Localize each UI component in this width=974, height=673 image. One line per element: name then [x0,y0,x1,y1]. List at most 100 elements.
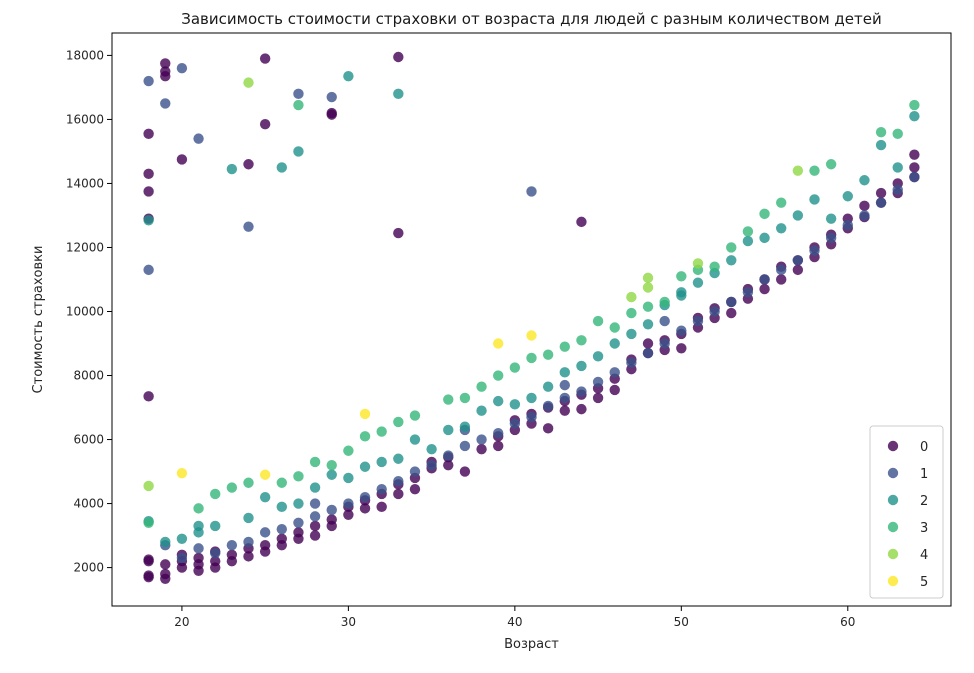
data-point [559,379,570,391]
data-point [343,509,354,520]
data-point [493,370,504,381]
data-point [243,536,254,548]
data-point [259,53,271,64]
data-point [309,498,321,509]
data-point [909,99,920,111]
legend-label: 3 [920,521,928,536]
data-point [459,421,471,432]
data-point [576,386,587,397]
data-point [459,392,471,404]
series-2 [143,71,920,548]
data-point [143,264,154,276]
legend: 0 1 2 3 4 5 [869,425,944,599]
legend-item: 0 [887,440,928,455]
scatter-points [143,51,920,584]
data-point [792,255,804,266]
data-point [409,483,421,495]
x-axis: 20 30 40 50 60 [174,606,855,629]
data-point [243,477,254,488]
data-point [176,63,188,74]
legend-item: 1 [887,467,928,482]
data-point [376,426,387,437]
data-point [493,395,504,407]
series-1 [143,63,920,564]
data-point [210,555,221,567]
data-point [143,168,154,180]
data-point [143,554,154,565]
data-point [359,461,371,472]
data-point [443,424,454,436]
data-point [742,287,754,298]
data-point [393,453,404,464]
x-tick-label: 50 [674,615,689,629]
data-point [792,165,804,176]
data-point [592,376,604,388]
data-point [759,283,770,295]
data-point [559,367,570,378]
data-point [393,227,404,239]
data-point [193,503,204,514]
legend-label: 5 [920,575,928,590]
data-point [542,381,554,392]
data-point [193,552,204,564]
data-point [476,434,487,445]
data-point [359,408,371,420]
data-point [509,399,521,410]
data-point [193,133,204,144]
data-point [875,139,887,151]
data-point [909,162,920,173]
data-point [210,488,221,500]
data-point [259,527,271,538]
data-point [326,469,337,480]
data-point [276,523,287,535]
data-point [759,274,770,285]
data-point [143,186,154,197]
data-point [493,440,504,452]
data-point [293,517,304,528]
data-point [210,547,221,559]
data-point [376,456,387,468]
data-point [276,477,287,488]
data-point [359,491,371,503]
data-point [642,347,654,359]
data-point [892,162,903,173]
data-point [343,71,354,82]
data-point [642,319,654,330]
legend-marker [887,440,899,452]
data-point [293,471,304,482]
legend-label: 4 [920,548,928,563]
data-point [542,400,554,412]
data-point [909,111,920,122]
data-point [326,514,337,525]
data-point [276,501,287,512]
data-point [259,469,271,480]
data-point [542,423,554,434]
data-point [309,520,321,532]
data-point [526,186,537,197]
legend-item: 4 [887,548,928,563]
data-point [443,394,454,405]
data-point [176,154,188,165]
data-point [542,349,554,360]
data-point [659,296,670,308]
data-point [859,200,870,212]
data-point [776,274,787,285]
data-point [293,99,304,111]
data-point [309,530,321,541]
data-point [493,338,504,349]
data-point [393,88,404,100]
data-point [576,216,587,228]
data-point [160,58,171,69]
data-point [243,77,254,88]
data-point [842,191,853,202]
data-point [692,277,704,288]
data-point [243,512,254,524]
legend-label: 2 [920,494,928,509]
chart-title: Зависимость стоимости страховки от возра… [181,10,881,28]
data-point [759,208,770,220]
x-tick-label: 60 [840,615,855,629]
data-point [825,232,837,244]
y-axis: 2000 4000 6000 8000 10000 12000 14000 16000 1800… [66,48,112,575]
data-point [143,570,154,581]
data-point [726,307,737,319]
